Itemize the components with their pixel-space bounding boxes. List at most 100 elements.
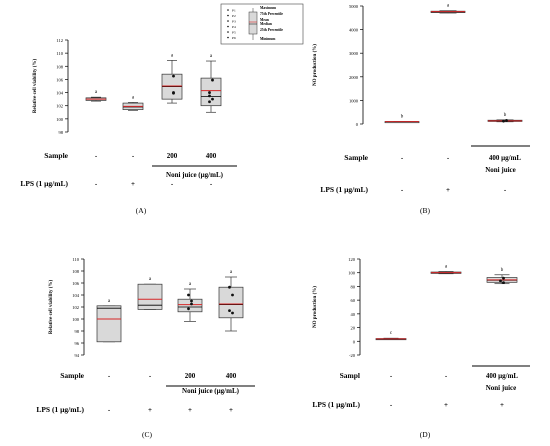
- significance-letter: a: [149, 277, 152, 282]
- y-tick-label: 110: [56, 51, 63, 56]
- treatment-label: Noni juice: [485, 166, 516, 174]
- sample-row-label: Sample: [344, 153, 368, 162]
- legend-point-label: P6: [232, 36, 236, 40]
- y-tick-label: 100: [72, 317, 80, 322]
- y-tick-label: 96: [75, 341, 80, 346]
- y-tick-label: 1000: [349, 98, 359, 103]
- y-tick-label: 110: [72, 257, 79, 262]
- significance-letter: a: [445, 264, 448, 269]
- significance-letter: a: [108, 299, 111, 304]
- data-point: [211, 98, 214, 101]
- box: [97, 306, 121, 342]
- y-tick-label: 104: [72, 293, 80, 298]
- sample-value: 200: [167, 152, 178, 160]
- legend-label: Minimum: [260, 37, 275, 41]
- legend-box-glyph: [249, 12, 257, 34]
- panel-caption: (C): [142, 430, 153, 439]
- significance-letter: b: [401, 114, 404, 119]
- y-tick-label: 94: [75, 353, 80, 358]
- y-axis-label: Relative cell viability (%): [33, 59, 38, 114]
- sample-value: 400 µg/mL: [486, 372, 519, 380]
- sample-row-label: Sample: [60, 371, 84, 380]
- sample-value: 200: [185, 372, 196, 380]
- sample-value: -: [95, 152, 98, 160]
- sample-row-label: Sample: [44, 151, 68, 160]
- data-point: [228, 309, 231, 312]
- data-point: [211, 79, 214, 82]
- y-tick-label: 108: [56, 64, 64, 69]
- data-point: [187, 294, 190, 297]
- y-tick-label: 106: [72, 281, 80, 286]
- lps-value: +: [131, 180, 135, 188]
- legend-marker: [227, 20, 229, 22]
- y-tick-label: 100: [56, 117, 64, 122]
- significance-letter: a: [189, 282, 192, 287]
- y-tick-label: 40: [351, 312, 356, 317]
- lps-row-label: LPS (1 µg/mL): [36, 405, 84, 414]
- sample-value: -: [401, 154, 404, 162]
- y-tick-label: 5000: [349, 4, 359, 9]
- data-point: [499, 280, 502, 283]
- lps-value: +: [148, 406, 152, 414]
- y-axis-label: Relative cell viability (%): [49, 280, 54, 335]
- y-tick-label: 112: [56, 38, 63, 43]
- treatment-label: Noni juice (µg/mL): [166, 171, 224, 179]
- data-point: [190, 300, 193, 303]
- data-point: [187, 307, 190, 310]
- y-tick-label: -20: [349, 353, 356, 358]
- lps-value: +: [188, 406, 192, 414]
- significance-letter: a: [230, 270, 233, 275]
- legend-point-label: P2: [232, 14, 236, 18]
- data-point: [208, 100, 211, 103]
- significance-letter: c: [390, 331, 393, 336]
- y-tick-label: 102: [56, 104, 63, 109]
- data-point: [208, 91, 211, 94]
- data-point: [231, 312, 234, 315]
- legend-label: 75th Percentile: [260, 12, 283, 16]
- legend-point-label: P1: [232, 9, 236, 13]
- legend-point-label: P4: [232, 25, 236, 29]
- sample-value: -: [447, 154, 450, 162]
- box: [219, 287, 243, 318]
- data-point: [208, 94, 211, 97]
- lps-row-label: LPS (1 µg/mL): [320, 185, 368, 194]
- y-tick-label: 102: [72, 305, 79, 310]
- lps-value: -: [95, 180, 98, 188]
- lps-value: -: [171, 180, 174, 188]
- legend-marker: [227, 37, 229, 39]
- data-point: [505, 119, 508, 122]
- panel-caption: (A): [136, 206, 147, 215]
- significance-letter: b: [501, 268, 504, 273]
- y-tick-label: 0: [353, 339, 356, 344]
- lps-value: +: [446, 186, 450, 194]
- sample-value: 400 µg/mL: [489, 154, 522, 162]
- y-tick-label: 100: [348, 271, 356, 276]
- lps-value: -: [401, 186, 404, 194]
- y-tick-label: 4000: [349, 28, 359, 33]
- data-point: [172, 75, 175, 78]
- significance-letter: b: [504, 113, 507, 118]
- panel-caption: (D): [420, 430, 431, 439]
- box: [201, 78, 221, 106]
- lps-value: +: [444, 401, 448, 409]
- y-tick-label: 3000: [349, 51, 359, 56]
- lps-row-label: LPS (1 µg/mL): [20, 179, 68, 188]
- lps-value: -: [108, 406, 111, 414]
- y-tick-label: 60: [351, 298, 356, 303]
- panel-caption: (B): [420, 206, 431, 215]
- sample-row-label: Sampl: [340, 371, 360, 380]
- y-tick-label: 106: [56, 77, 64, 82]
- y-tick-label: 104: [56, 91, 64, 96]
- y-tick-label: 2000: [349, 75, 359, 80]
- data-point: [231, 294, 234, 297]
- sample-value: -: [132, 152, 135, 160]
- y-tick-label: 0: [356, 122, 359, 127]
- data-point: [172, 91, 175, 94]
- lps-value: -: [390, 401, 393, 409]
- significance-letter: a: [171, 53, 174, 58]
- treatment-label: Noni juice: [486, 384, 517, 392]
- y-axis-label: NO production (%): [313, 286, 318, 328]
- legend-label: Median: [260, 22, 272, 26]
- box: [178, 299, 202, 312]
